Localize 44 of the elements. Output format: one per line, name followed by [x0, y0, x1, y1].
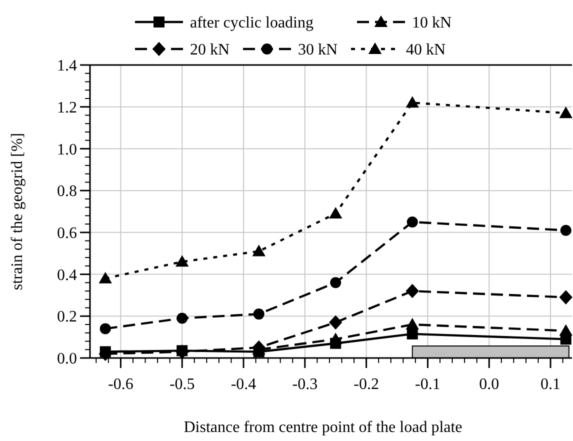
- point: [176, 312, 188, 324]
- x-tick-label: 0.1: [540, 376, 561, 393]
- y-tick-label: 1.2: [57, 99, 77, 116]
- legend-label: after cyclic loading: [190, 14, 314, 32]
- legend-label: 30 kN: [298, 42, 338, 59]
- point: [329, 206, 342, 219]
- x-tick-label: 0.0: [479, 376, 500, 393]
- point: [559, 290, 572, 304]
- x-tick-label: -0.3: [292, 376, 318, 393]
- y-tick-label: 0.8: [57, 183, 77, 200]
- x-tick-label: -0.6: [108, 376, 134, 393]
- legend-label: 20 kN: [190, 42, 230, 59]
- y-axis-title: strain of the geogrid [%]: [9, 132, 26, 290]
- y-tick-label: 1.0: [57, 141, 77, 158]
- point: [406, 96, 419, 108]
- point: [406, 216, 418, 228]
- point: [560, 224, 572, 236]
- point: [253, 308, 264, 320]
- point: [252, 244, 266, 256]
- y-tick-label: 0.6: [57, 225, 77, 242]
- y-tick-label: 0.0: [57, 350, 77, 368]
- point: [330, 338, 342, 349]
- point: [406, 328, 418, 340]
- x-tick-label: -0.2: [354, 376, 379, 393]
- point: [100, 346, 111, 358]
- x-tick-label: -0.4: [230, 376, 256, 393]
- point: [330, 277, 342, 288]
- x-tick-label: -0.1: [415, 376, 440, 393]
- legend-label: 40 kN: [406, 42, 446, 59]
- point: [176, 255, 189, 267]
- point: [406, 284, 419, 298]
- point: [100, 323, 111, 334]
- legend-label: 10 kN: [412, 14, 452, 32]
- x-axis-title: Distance from centre point of the load plate: [184, 419, 462, 436]
- point: [329, 315, 342, 330]
- point: [98, 272, 112, 284]
- point: [559, 106, 572, 118]
- point: [560, 334, 572, 345]
- y-tick-label: 1.4: [57, 58, 77, 75]
- y-tick-label: 0.2: [57, 308, 77, 326]
- point: [253, 346, 264, 358]
- y-tick-label: 0.4: [57, 266, 77, 284]
- point: [176, 345, 188, 356]
- x-tick-label: -0.5: [169, 376, 195, 393]
